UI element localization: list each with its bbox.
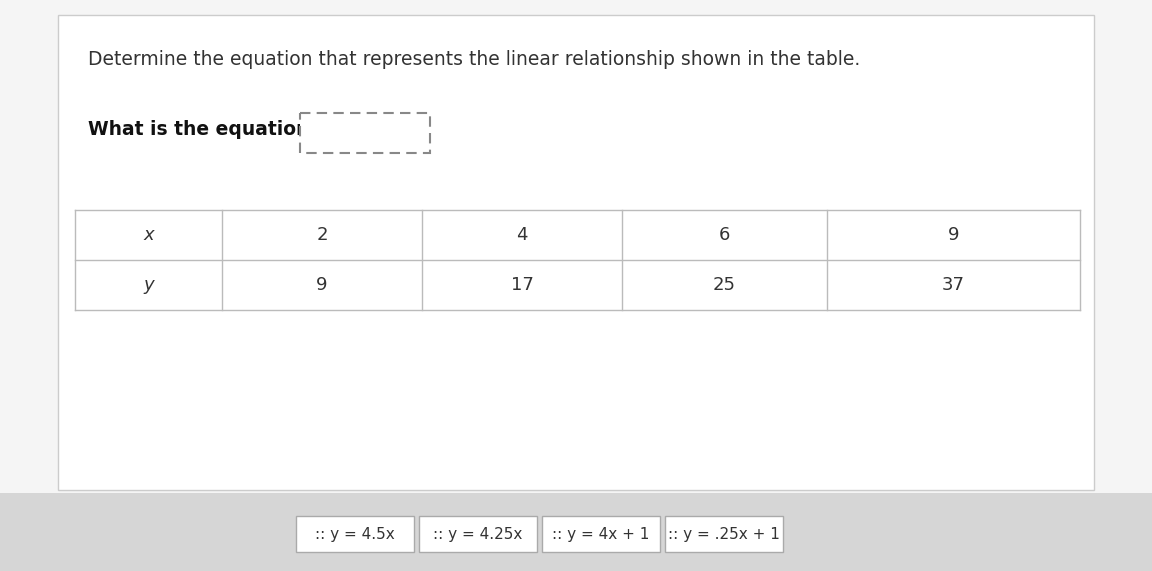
Text: :: y = 4.25x: :: y = 4.25x bbox=[433, 526, 523, 541]
Bar bbox=[300, 113, 430, 153]
Text: :: y = 4.5x: :: y = 4.5x bbox=[316, 526, 395, 541]
Bar bbox=[58, 15, 1094, 490]
Bar bbox=[0, 493, 1152, 571]
Bar bbox=[665, 516, 783, 552]
Text: What is the equation:: What is the equation: bbox=[88, 120, 317, 139]
Text: 17: 17 bbox=[510, 276, 533, 294]
Text: 25: 25 bbox=[713, 276, 736, 294]
Text: 9: 9 bbox=[317, 276, 328, 294]
Bar bbox=[419, 516, 537, 552]
Text: 37: 37 bbox=[942, 276, 965, 294]
Bar bbox=[541, 516, 660, 552]
Text: :: y = 4x + 1: :: y = 4x + 1 bbox=[552, 526, 650, 541]
Text: 6: 6 bbox=[719, 226, 730, 244]
Bar bbox=[296, 516, 414, 552]
Text: y: y bbox=[143, 276, 154, 294]
Text: :: y = .25x + 1: :: y = .25x + 1 bbox=[668, 526, 780, 541]
Text: 2: 2 bbox=[317, 226, 328, 244]
Text: Determine the equation that represents the linear relationship shown in the tabl: Determine the equation that represents t… bbox=[88, 50, 861, 69]
Text: 9: 9 bbox=[948, 226, 960, 244]
Text: x: x bbox=[143, 226, 154, 244]
Text: 4: 4 bbox=[516, 226, 528, 244]
